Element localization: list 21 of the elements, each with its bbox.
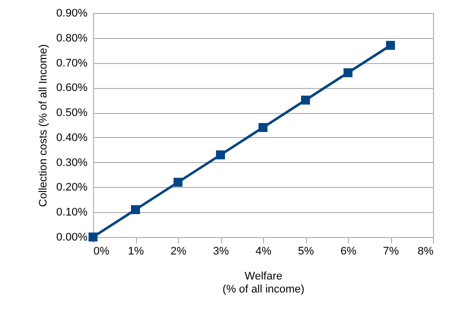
x-tick-label: 7% [383, 246, 400, 258]
x-tick-label: 2% [170, 246, 187, 258]
y-tick-label: 0.10% [56, 206, 88, 219]
x-tick-label: 3% [213, 246, 230, 258]
x-axis-title: Welfare (% of all income) [222, 270, 304, 296]
y-tick-label: 0.60% [56, 82, 88, 94]
y-tick-label: 0.20% [56, 182, 88, 194]
y-tick-label: 0.50% [56, 107, 88, 120]
y-tick-label: 0.30% [56, 156, 88, 169]
y-tick-label: 0.80% [56, 32, 88, 44]
y-tick-label: 0.00% [56, 232, 88, 244]
x-tick-label: 0% [94, 246, 110, 258]
y-tick-label: 0.70% [56, 57, 88, 70]
x-tick-label: 4% [256, 246, 272, 258]
y-tick-label: 0.40% [56, 132, 88, 144]
x-tick-label: 8% [418, 246, 434, 258]
y-tick-label: 0.90% [56, 8, 88, 20]
x-tick-label: 1% [128, 246, 144, 258]
y-axis-title: Collection costs (% of all Income) [37, 44, 50, 207]
x-tick-label: 6% [340, 246, 357, 258]
x-tick-label: 5% [298, 246, 314, 258]
